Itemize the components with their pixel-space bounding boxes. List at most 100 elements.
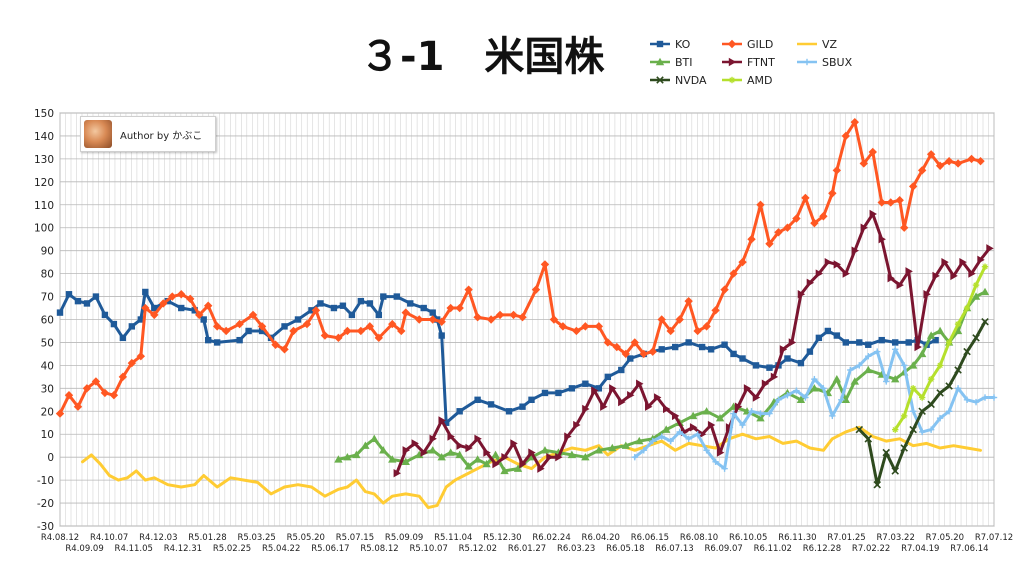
data-point-ko [685,339,692,346]
author-badge: Author by かぶこ [80,116,216,152]
data-point-nvda [873,480,882,489]
data-point-amd [973,282,979,288]
data-point-amd [910,385,916,391]
data-point-ftnt [779,345,788,354]
data-point-ftnt [492,459,500,469]
x-tick-label: R4.10.07 [90,533,128,543]
data-point-gild [374,333,384,343]
data-point-gild [397,326,406,336]
y-tick-label: 60 [41,315,54,327]
data-point-gild [73,402,83,411]
legend-label-ftnt: FTNT [747,56,775,69]
y-tick-label: 100 [34,223,54,235]
data-point-ko [348,311,356,319]
x-tick-label: R5.02.25 [213,544,251,554]
data-point-gild [935,161,945,170]
data-point-ko [128,323,136,330]
data-point-ftnt [546,452,554,462]
plot-area [55,117,998,510]
data-point-bti [953,326,963,335]
data-point-ftnt [618,397,626,407]
data-point-ko [730,350,737,358]
data-point-gild [621,349,630,359]
data-point-gild [365,322,375,331]
data-point-ko [555,389,562,397]
data-point-gild [926,150,936,159]
legend-entry-ftnt: FTNT [722,56,775,69]
data-point-ko [151,304,158,312]
x-tick-label: R7.07.12 [975,533,1013,543]
data-point-nvda [972,334,980,342]
data-point-ko [797,359,805,367]
y-tick-label: -20 [37,498,54,510]
data-point-ftnt [663,404,671,414]
data-point-ko [92,293,100,300]
data-point-gild [150,310,159,320]
y-axis: -30 -20 -10 0 10 20 30 40 50 60 70 80 90 100 110 120 130… [34,108,54,533]
data-point-bti [926,331,936,339]
data-point-gild [280,345,289,354]
data-point-gild [908,182,918,191]
data-point-gild [684,296,693,306]
data-point-ftnt [959,257,967,267]
data-point-ko [236,336,243,344]
data-point-ftnt [761,379,770,388]
data-point-ftnt [950,271,958,281]
data-point-ko [865,341,872,348]
legend-entry-vz: VZ [797,38,838,51]
data-point-gild [828,189,837,198]
legend-entry-sbux: SBUX [797,56,853,69]
data-point-ko [142,288,149,296]
data-point-bti [464,462,473,470]
legend-entry-bti: BTI [650,56,693,69]
data-point-gild [630,338,639,347]
data-point-gild [720,285,729,294]
data-point-ftnt [932,271,940,281]
data-point-ftnt [402,446,410,455]
data-point-ftnt [905,267,913,276]
data-point-ko [393,293,400,300]
data-point-ftnt [914,342,922,352]
x-tick-label: R5.07.15 [336,533,374,543]
data-point-ko [200,316,207,323]
data-point-ko [204,336,212,344]
data-point-ko [505,408,513,415]
data-point-bti [971,292,981,300]
data-point-ftnt [743,384,752,393]
data-point-ko [582,380,589,387]
data-point-gild [657,315,666,324]
data-point-ko [110,320,118,328]
x-tick-label: R6.08.10 [680,533,718,543]
data-point-ftnt [411,439,419,448]
series-line-bti [336,290,987,473]
data-point-bti [343,452,352,461]
data-point-gild [415,315,424,324]
y-tick-label: 40 [41,360,54,372]
data-point-ko [474,396,481,404]
data-point-bti [567,450,577,459]
data-point-ftnt [393,469,401,478]
data-point-ftnt [564,432,572,441]
data-point-ftnt [591,386,599,395]
data-point-gild [756,200,765,209]
data-point-ftnt [869,209,877,219]
data-point-amd [964,305,970,311]
legend-entry-amd: AMD [722,74,773,87]
data-point-gild [841,131,851,141]
x-tick-label: R6.10.05 [729,533,767,543]
data-point-ko [137,316,145,323]
data-point-ftnt [501,452,509,462]
data-point-nvda [936,389,944,397]
data-point-ftnt [698,430,707,439]
data-point-gild [711,306,720,315]
series-bti [334,287,990,475]
data-point-gild [168,292,177,301]
data-point-ko [420,304,427,312]
data-point-ko [842,339,850,346]
data-point-bti [401,457,410,465]
data-point-gild [702,322,711,331]
data-point-gild [944,156,954,166]
legend-label-sbux: SBUX [822,56,853,69]
x-tick-label: R5.10.07 [410,544,448,554]
